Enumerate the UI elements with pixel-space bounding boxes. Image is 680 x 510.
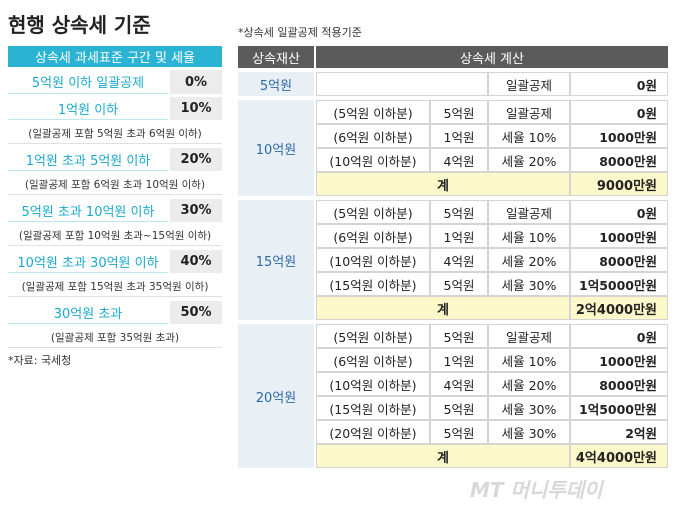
amount-cell: 5억원 xyxy=(430,324,488,348)
range-label: 30억원 초과 xyxy=(8,301,168,324)
amount-cell: 5억원 xyxy=(430,200,488,224)
range-cell: (15억원 이하분) xyxy=(316,396,430,420)
tax-cell: 8000만원 xyxy=(570,372,668,396)
tax-cell: 0원 xyxy=(570,72,668,96)
total-label: 계 xyxy=(316,444,570,468)
range-cell: (10억원 이하분) xyxy=(316,248,430,272)
item-cell: 세율 10% xyxy=(488,224,570,248)
range-label: 10억원 초과 30억원 이하 xyxy=(8,250,168,273)
rate: 50% xyxy=(170,301,222,324)
tax-cell: 1000만원 xyxy=(570,348,668,372)
item-cell: 세율 10% xyxy=(488,124,570,148)
asset-cell: 5억원 xyxy=(238,72,314,96)
item-cell: 일괄공제 xyxy=(488,324,570,348)
tax-cell: 0원 xyxy=(570,200,668,224)
right-note: *상속세 일괄공제 적용기준 xyxy=(238,26,362,39)
range-cell: (5억원 이하분) xyxy=(316,100,430,124)
asset-cell: 20억원 xyxy=(238,324,314,468)
range-cell: (6억원 이하분) xyxy=(316,124,430,148)
tax-cell: 1000만원 xyxy=(570,124,668,148)
item-cell: 일괄공제 xyxy=(488,100,570,124)
rate: 30% xyxy=(170,199,222,222)
range-cell: (20억원 이하분) xyxy=(316,420,430,444)
range-cell: (6억원 이하분) xyxy=(316,224,430,248)
total-value: 4억4000만원 xyxy=(570,444,668,468)
range-cell: (6억원 이하분) xyxy=(316,348,430,372)
range-cell: (15억원 이하분) xyxy=(316,272,430,296)
amount-cell: 1억원 xyxy=(430,124,488,148)
amount-cell: 1억원 xyxy=(430,348,488,372)
asset-cell: 15억원 xyxy=(238,200,314,320)
item-cell: 세율 30% xyxy=(488,272,570,296)
range-note: (일괄공제 포함 5억원 초과 6억원 이하) xyxy=(8,123,222,144)
range-cell: (5억원 이하분) xyxy=(316,324,430,348)
range-cell: (10억원 이하분) xyxy=(316,148,430,172)
amount-cell: 5억원 xyxy=(430,100,488,124)
amount-cell: 5억원 xyxy=(430,272,488,296)
item-cell: 일괄공제 xyxy=(488,72,570,96)
tax-cell: 8000만원 xyxy=(570,248,668,272)
tax-cell: 1억5000만원 xyxy=(570,272,668,296)
item-cell: 세율 20% xyxy=(488,248,570,272)
total-label: 계 xyxy=(316,296,570,320)
item-cell: 일괄공제 xyxy=(488,200,570,224)
tax-cell: 0원 xyxy=(570,100,668,124)
item-cell: 세율 10% xyxy=(488,348,570,372)
tax-cell: 0원 xyxy=(570,324,668,348)
item-cell: 세율 20% xyxy=(488,372,570,396)
amount-cell: 5억원 xyxy=(430,420,488,444)
item-cell: 세율 30% xyxy=(488,420,570,444)
source: *자료: 국세청 xyxy=(8,354,72,367)
item-cell: 세율 20% xyxy=(488,148,570,172)
watermark: MT 머니투데이 xyxy=(470,477,603,502)
total-label: 계 xyxy=(316,172,570,196)
header-cell: 상속세 계산 xyxy=(316,46,668,68)
range-note: (일괄공제 포함 10억원 초과~15억원 이하) xyxy=(8,225,222,246)
asset-cell: 10억원 xyxy=(238,100,314,196)
amount-cell: 4억원 xyxy=(430,372,488,396)
amount-cell: 4억원 xyxy=(430,248,488,272)
amount-cell: 4억원 xyxy=(430,148,488,172)
title: 현행 상속세 기준 xyxy=(8,12,151,37)
range-note: (일괄공제 포함 6억원 초과 10억원 이하) xyxy=(8,174,222,195)
tax-cell: 1억5000만원 xyxy=(570,396,668,420)
rate: 0% xyxy=(170,70,222,94)
total-value: 2억4000만원 xyxy=(570,296,668,320)
item-cell: 세율 30% xyxy=(488,396,570,420)
total-value: 9000만원 xyxy=(570,172,668,196)
left-header: 상속세 과세표준 구간 및 세율 xyxy=(8,46,222,67)
tax-cell: 2억원 xyxy=(570,420,668,444)
range-note: (일괄공제 포함 15억원 초과 35억원 이하) xyxy=(8,276,222,297)
tax-cell: 1000만원 xyxy=(570,224,668,248)
rate: 20% xyxy=(170,148,222,171)
range-note: (일괄공제 포함 35억원 초과) xyxy=(8,327,222,348)
range-cell: (10억원 이하분) xyxy=(316,372,430,396)
rate: 10% xyxy=(170,97,222,120)
rate: 40% xyxy=(170,250,222,273)
range-label: 1억원 이하 xyxy=(8,97,168,120)
tax-cell: 8000만원 xyxy=(570,148,668,172)
amount-cell: 1억원 xyxy=(430,224,488,248)
range-label: 5억원 이하 일괄공제 xyxy=(8,70,168,94)
blank-cell xyxy=(316,72,488,96)
header-cell: 상속재산 xyxy=(238,46,316,68)
range-label: 1억원 초과 5억원 이하 xyxy=(8,148,168,171)
amount-cell: 5억원 xyxy=(430,396,488,420)
range-cell: (5억원 이하분) xyxy=(316,200,430,224)
range-label: 5억원 초과 10억원 이하 xyxy=(8,199,168,222)
